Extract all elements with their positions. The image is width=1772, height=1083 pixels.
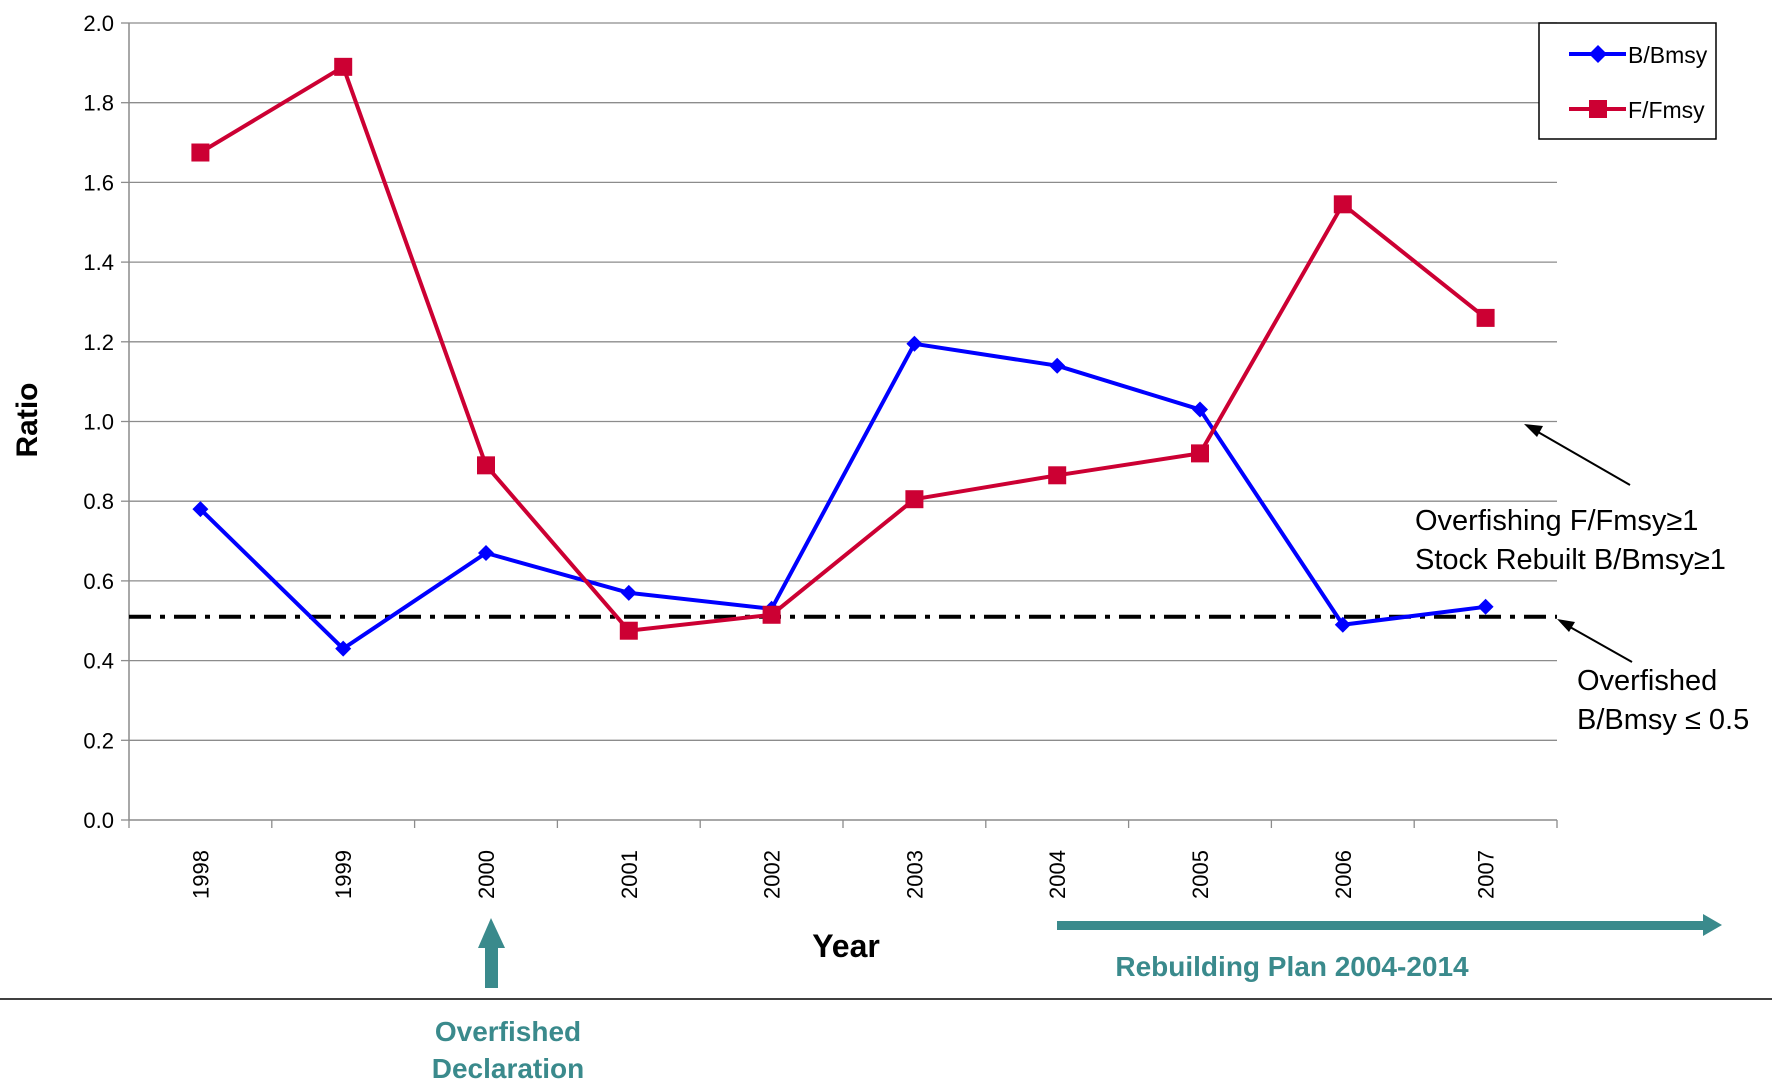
data-point bbox=[1048, 466, 1067, 485]
y-tick-label: 0.6 bbox=[83, 569, 114, 594]
y-tick-label: 0.0 bbox=[83, 808, 114, 833]
data-point bbox=[1049, 357, 1066, 374]
y-tick-label: 1.4 bbox=[83, 250, 114, 275]
overfished-arrow-shaft bbox=[1569, 626, 1633, 663]
data-point bbox=[762, 605, 781, 624]
data-point bbox=[1477, 598, 1494, 615]
legend-ffmsy-label: F/Fmsy bbox=[1628, 97, 1705, 123]
declaration-label-line1: Overfished bbox=[435, 1016, 581, 1047]
data-point bbox=[1476, 308, 1495, 327]
x-tick-label: 2006 bbox=[1331, 850, 1356, 899]
y-tick-label: 0.4 bbox=[83, 649, 114, 674]
x-tick-label: 2000 bbox=[474, 850, 499, 899]
overfished-annotation: Overfished B/Bmsy ≤ 0.5 bbox=[1557, 619, 1749, 736]
x-tick-label: 2005 bbox=[1188, 850, 1213, 899]
overfished-label-line1: Overfished bbox=[1577, 665, 1717, 697]
rebuilding-annotation: Rebuilding Plan 2004-2014 bbox=[1057, 914, 1722, 982]
data-point bbox=[1192, 401, 1208, 418]
rebuilding-arrow-shaft bbox=[1057, 921, 1706, 930]
series-line bbox=[199, 341, 1486, 651]
overfished-arrow-head bbox=[1557, 619, 1575, 632]
data-point bbox=[619, 621, 638, 640]
series-bbmsy bbox=[192, 335, 1494, 657]
data-point bbox=[1334, 616, 1351, 633]
y-tick-label: 1.8 bbox=[83, 91, 114, 116]
data-point bbox=[191, 143, 210, 162]
overfishing-annotation: Overfishing F/Fmsy≥1 Stock Rebuilt B/Bms… bbox=[1415, 424, 1726, 576]
overfishing-arrow-head bbox=[1524, 424, 1543, 437]
rebuilding-label: Rebuilding Plan 2004-2014 bbox=[1115, 951, 1469, 982]
legend-bbmsy-label: B/Bmsy bbox=[1628, 42, 1708, 68]
legend-ffmsy-marker bbox=[1589, 100, 1607, 118]
data-point bbox=[1333, 195, 1352, 214]
declaration-arrow-shaft bbox=[485, 946, 498, 988]
x-tick-label: 2004 bbox=[1045, 850, 1070, 899]
y-tick-label: 1.2 bbox=[83, 330, 114, 355]
rebuilding-arrow-head bbox=[1703, 914, 1722, 936]
x-tick-label: 2003 bbox=[902, 850, 927, 899]
x-tick-label: 2001 bbox=[617, 850, 642, 899]
data-point bbox=[905, 490, 924, 509]
grid-lines bbox=[129, 22, 1557, 741]
y-tick-labels: 0.0 0.2 0.4 0.6 0.8 1.0 1.2 1.4 1.6 1.8 2.0 bbox=[83, 11, 114, 833]
data-point bbox=[478, 545, 494, 562]
x-tick-labels: 1998 1999 2000 2001 2002 2003 2004 2005 2006 2007 bbox=[188, 850, 1498, 899]
y-tick-label: 2.0 bbox=[83, 11, 114, 36]
data-point bbox=[192, 501, 209, 518]
overfishing-arrow-shaft bbox=[1537, 431, 1631, 486]
x-tick-label: 1998 bbox=[188, 850, 213, 899]
overfishing-label-line1: Overfishing F/Fmsy≥1 bbox=[1415, 505, 1698, 537]
series-layer bbox=[191, 57, 1495, 657]
y-tick-label: 0.2 bbox=[83, 728, 114, 753]
x-tick-label: 1999 bbox=[331, 850, 356, 899]
declaration-annotation: Overfished Declaration bbox=[432, 918, 585, 1083]
x-axis-label: Year bbox=[812, 928, 880, 964]
series-ffmsy bbox=[191, 57, 1495, 640]
declaration-arrow-head bbox=[478, 918, 505, 948]
data-point bbox=[620, 584, 637, 601]
x-tick-label: 2002 bbox=[760, 850, 785, 899]
legend-bbmsy-marker bbox=[1589, 45, 1607, 63]
legend: B/Bmsy F/Fmsy bbox=[1538, 22, 1717, 140]
overfished-label-line2: B/Bmsy ≤ 0.5 bbox=[1577, 704, 1749, 736]
data-point bbox=[335, 640, 352, 657]
data-point bbox=[906, 335, 923, 352]
overfishing-label-line2: Stock Rebuilt B/Bmsy≥1 bbox=[1415, 544, 1726, 576]
axes bbox=[121, 22, 1558, 828]
y-tick-label: 1.0 bbox=[83, 410, 114, 435]
series-line bbox=[199, 64, 1487, 633]
legend-box bbox=[1538, 22, 1717, 140]
data-point bbox=[1191, 444, 1209, 463]
declaration-label-line2: Declaration bbox=[432, 1053, 585, 1083]
data-point bbox=[334, 57, 353, 76]
x-tick-label: 2007 bbox=[1474, 850, 1499, 899]
data-point bbox=[477, 456, 495, 475]
y-axis-label: Ratio bbox=[11, 383, 44, 458]
y-tick-label: 1.6 bbox=[83, 170, 114, 195]
y-tick-label: 0.8 bbox=[83, 489, 114, 514]
